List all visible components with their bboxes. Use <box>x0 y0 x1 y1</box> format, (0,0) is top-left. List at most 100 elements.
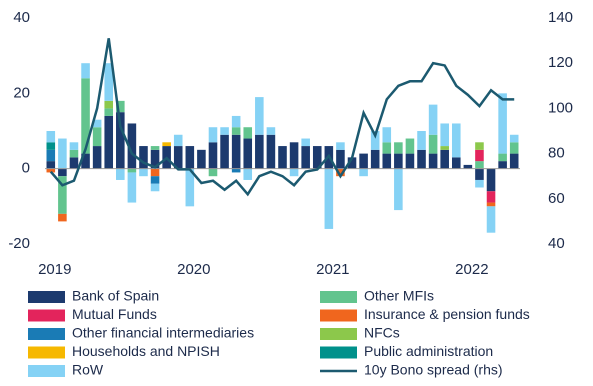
bar <box>116 168 125 180</box>
bar <box>509 142 519 154</box>
bar <box>486 206 496 233</box>
bar <box>81 153 90 169</box>
legend-swatch <box>28 365 65 377</box>
bar <box>150 168 160 177</box>
bar <box>92 146 102 169</box>
bar <box>509 153 519 169</box>
bar <box>428 134 438 154</box>
bar <box>208 142 218 169</box>
legend-label: RoW <box>72 362 104 378</box>
bar <box>185 168 195 207</box>
bar <box>208 127 218 143</box>
bar <box>150 176 160 184</box>
bar <box>127 168 137 173</box>
legend-swatch <box>28 346 65 359</box>
bar <box>475 168 484 180</box>
bar <box>440 146 449 150</box>
legend-label: Households and NPISH <box>72 343 220 359</box>
bar <box>46 131 56 143</box>
y2-tick-label: 140 <box>548 9 573 26</box>
legend-swatch <box>28 328 65 340</box>
bar <box>475 142 484 150</box>
bar <box>370 131 380 150</box>
bar <box>81 78 90 154</box>
bar <box>150 146 160 150</box>
bar <box>162 142 171 147</box>
legend-swatch <box>320 328 357 340</box>
bar <box>58 168 67 177</box>
bar <box>324 168 334 229</box>
bar <box>231 134 241 169</box>
bar <box>382 142 392 154</box>
bar <box>116 112 125 169</box>
bar <box>255 134 264 169</box>
bar <box>243 138 253 169</box>
bar <box>104 100 114 109</box>
bar <box>394 168 403 211</box>
legend-swatch <box>28 291 65 303</box>
bar <box>243 168 253 180</box>
bar <box>46 149 56 162</box>
bar <box>312 146 322 169</box>
legend: Bank of Spain Other MFIs Mutual Funds Insur… <box>28 288 530 378</box>
bar <box>394 153 403 169</box>
bar <box>289 142 299 169</box>
legend-label: Other MFIs <box>364 288 434 304</box>
bar <box>266 134 276 169</box>
bar <box>173 146 183 169</box>
bar <box>92 127 102 147</box>
bar <box>104 63 114 101</box>
bar <box>394 142 403 154</box>
bar <box>359 168 368 177</box>
bar <box>150 149 160 169</box>
bar <box>139 168 148 177</box>
bar <box>173 134 183 147</box>
bar <box>382 153 392 169</box>
bar <box>428 104 438 135</box>
bar <box>336 168 345 177</box>
bar <box>127 172 137 203</box>
bar <box>46 142 56 150</box>
bar <box>69 142 79 150</box>
bar <box>440 123 449 147</box>
bar <box>197 149 206 169</box>
bar <box>69 149 79 158</box>
x-tick-label: 2020 <box>177 261 210 278</box>
legend-label: 10y Bono spread (rhs) <box>364 362 503 378</box>
bar <box>405 153 415 169</box>
bar <box>475 161 484 169</box>
bar <box>220 134 229 169</box>
bar <box>336 142 345 150</box>
bar <box>475 179 484 188</box>
y2-tick-label: 60 <box>548 190 565 207</box>
legend-swatch <box>320 346 357 359</box>
bar <box>509 134 519 143</box>
bar <box>58 138 67 169</box>
y2-tick-label: 40 <box>548 235 565 252</box>
bar <box>278 146 287 169</box>
y2-tick-label: 80 <box>548 145 565 162</box>
bar <box>92 119 102 128</box>
bar <box>486 168 496 192</box>
legend-label: NFCs <box>364 325 400 341</box>
bar <box>69 157 79 169</box>
bar <box>370 149 380 169</box>
bar <box>463 164 473 169</box>
legend-label: Bank of Spain <box>72 288 159 304</box>
bar <box>440 149 449 169</box>
bar <box>139 146 148 169</box>
bar <box>405 138 415 154</box>
bar <box>208 168 218 177</box>
bar <box>498 153 507 162</box>
legend-swatch <box>320 291 357 303</box>
bar <box>417 131 426 150</box>
bar <box>486 191 496 203</box>
bar <box>428 153 438 169</box>
bar <box>498 93 507 154</box>
legend-label: Other financial intermediaries <box>72 325 254 341</box>
bar <box>81 63 90 79</box>
legend-swatch <box>320 309 357 322</box>
bar <box>359 153 368 169</box>
bar <box>498 161 507 169</box>
